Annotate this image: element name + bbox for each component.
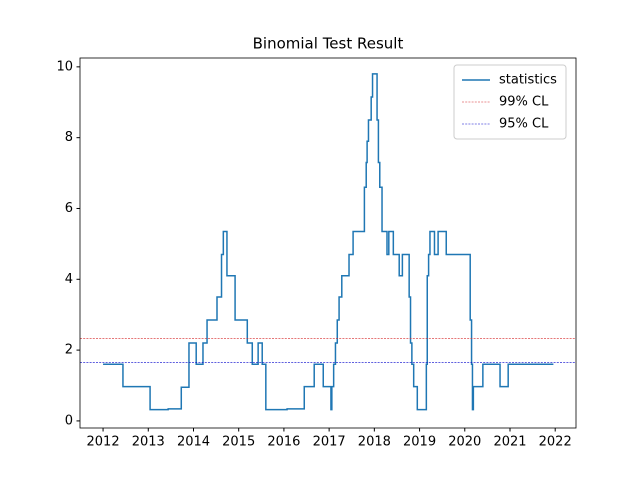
x-tick-label: 2021 (493, 435, 526, 450)
y-tick-label: 4 (65, 272, 73, 287)
x-tick-label: 2012 (87, 435, 120, 450)
legend-box (453, 64, 567, 140)
x-tick-label: 2020 (448, 435, 481, 450)
x-tick-label: 2018 (358, 435, 391, 450)
x-tick-label: 2014 (177, 435, 210, 450)
x-tick-label: 2019 (403, 435, 436, 450)
legend-label: 99% CL (499, 95, 549, 110)
y-tick-label: 8 (65, 130, 73, 145)
legend-label: statistics (499, 73, 557, 88)
x-tick-label: 2013 (132, 435, 165, 450)
legend-label: 95% CL (499, 117, 549, 132)
y-tick-label: 6 (65, 201, 73, 216)
x-tick-label: 2017 (313, 435, 346, 450)
x-tick-label: 2015 (222, 435, 255, 450)
y-tick-label: 0 (65, 413, 73, 428)
y-tick-label: 2 (65, 343, 73, 358)
chart-title: Binomial Test Result (253, 35, 404, 53)
x-tick-label: 2016 (267, 435, 300, 450)
axes-frame (79, 57, 577, 429)
series-line (103, 73, 554, 411)
y-tick-label: 10 (56, 59, 73, 74)
x-tick-label: 2022 (539, 435, 572, 450)
